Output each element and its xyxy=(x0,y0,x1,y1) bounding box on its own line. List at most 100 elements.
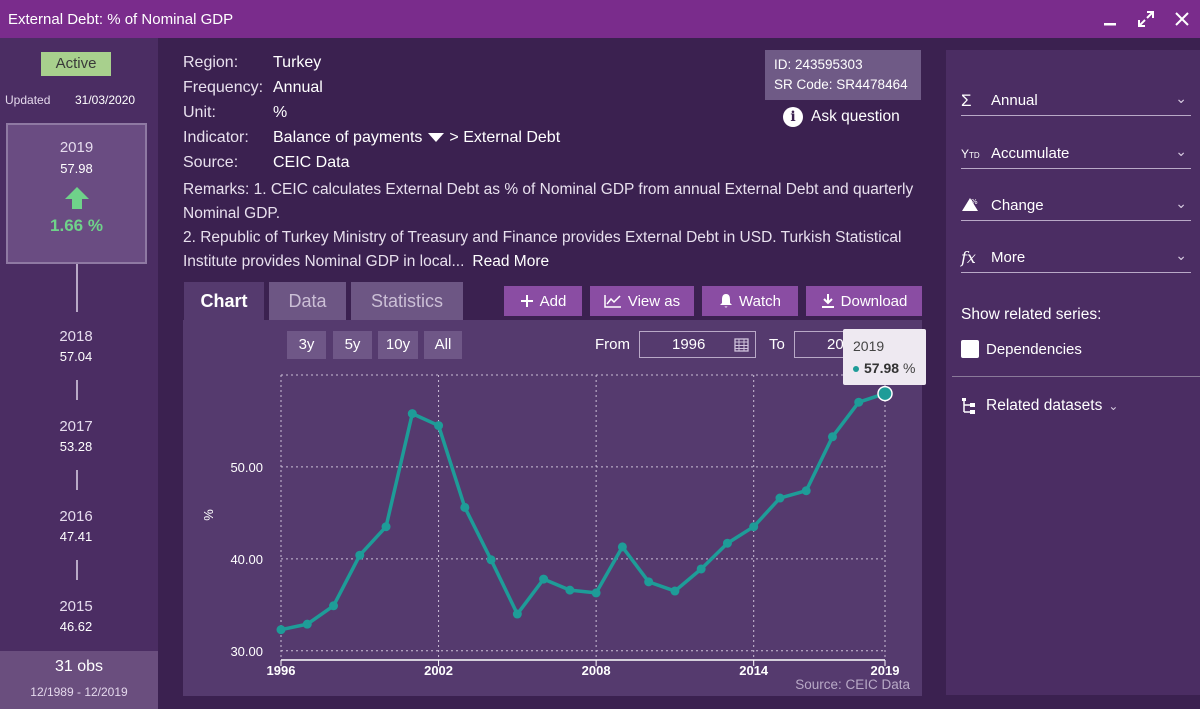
region-label: Region: xyxy=(183,54,239,71)
expand-icon xyxy=(1138,11,1154,27)
calendar-icon[interactable] xyxy=(734,337,749,352)
ask-question-button[interactable]: i Ask question xyxy=(783,107,900,127)
hierarchy-icon xyxy=(962,398,975,414)
data-point xyxy=(801,486,811,496)
history-item[interactable]: 2016 47.41 xyxy=(0,508,152,544)
range-all-button[interactable]: All xyxy=(424,331,462,359)
x-tick-label: 2002 xyxy=(424,663,453,678)
history-item[interactable]: 2017 53.28 xyxy=(0,418,152,454)
sr-code: SR Code: SR4478464 xyxy=(774,77,908,92)
expand-button[interactable] xyxy=(1128,0,1164,38)
history-year: 2017 xyxy=(59,418,93,435)
related-datasets-toggle[interactable]: Related datasets ⌄ xyxy=(961,397,1118,415)
chart-panel xyxy=(183,320,922,696)
accumulate-dropdown[interactable]: YTD Accumulate ⌄ xyxy=(961,139,1191,169)
updated-value: 31/03/2020 xyxy=(75,93,136,107)
indicator-parent-link[interactable]: Balance of payments xyxy=(273,129,423,146)
region-value: Turkey xyxy=(273,54,322,71)
data-point xyxy=(722,538,732,548)
tab-data[interactable]: Data xyxy=(269,282,346,320)
dependencies-label: Dependencies xyxy=(986,340,1082,358)
series-line xyxy=(280,391,886,632)
source-value: CEIC Data xyxy=(273,154,350,171)
info-icon: i xyxy=(783,107,803,127)
history-item[interactable]: 2018 57.04 xyxy=(0,328,152,364)
timeline-sidebar: Active Updated 31/03/2020 2019 57.98 1.6… xyxy=(0,38,158,709)
close-button[interactable] xyxy=(1164,0,1200,38)
x-tick-label: 2014 xyxy=(739,663,769,678)
data-point xyxy=(670,586,680,596)
frequency-label: Frequency: xyxy=(183,79,264,96)
more-dropdown[interactable]: fx More ⌄ xyxy=(961,243,1191,273)
range-5y-button[interactable]: 5y xyxy=(333,331,372,359)
minimize-button[interactable] xyxy=(1092,0,1128,38)
history-value: 57.04 xyxy=(59,349,93,364)
divider xyxy=(952,376,1200,377)
related-datasets-label: Related datasets xyxy=(986,397,1103,414)
add-button[interactable]: Add xyxy=(504,286,582,316)
unit-value: % xyxy=(273,104,288,121)
data-point xyxy=(696,564,706,574)
y-tick-label: 50.00 xyxy=(230,460,263,475)
change-dropdown-label: Change xyxy=(991,197,1044,214)
watch-button[interactable]: Watch xyxy=(702,286,798,316)
y-tick-label: 30.00 xyxy=(230,644,263,659)
line-chart[interactable]: 30.00 40.00 50.00 1996 2002 2008 2014 2019% Sour… xyxy=(183,320,922,696)
plus-icon xyxy=(520,295,533,307)
range-10y-button[interactable]: 10y xyxy=(378,331,418,359)
show-related-label: Show related series: xyxy=(961,306,1102,323)
change-dropdown[interactable]: % Change ⌄ xyxy=(961,191,1191,221)
observations-summary: 31 obs 12/1989 - 12/2019 xyxy=(0,651,158,709)
read-more-link[interactable]: Read More xyxy=(472,253,550,270)
data-point xyxy=(434,421,444,431)
add-label: Add xyxy=(539,292,567,310)
bell-icon xyxy=(720,294,733,308)
data-point xyxy=(749,522,759,532)
accumulate-dropdown-label: Accumulate xyxy=(991,145,1070,162)
from-date-input[interactable] xyxy=(639,331,756,358)
data-point xyxy=(381,522,391,532)
indicator-child: > External Debt xyxy=(449,129,561,146)
chart-source-note: Source: CEIC Data xyxy=(795,677,910,692)
data-point xyxy=(854,397,864,407)
tooltip-year: 2019 xyxy=(853,338,885,354)
series-dot-icon xyxy=(853,366,859,373)
chevron-down-icon: ⌄ xyxy=(1108,399,1119,413)
frequency-dropdown[interactable]: Σ Annual ⌄ xyxy=(961,86,1191,116)
source-label: Source: xyxy=(183,154,239,171)
current-period-card[interactable]: 2019 57.98 1.66 % xyxy=(6,123,147,264)
change-percent: 1.66 % xyxy=(50,216,103,235)
chevron-down-icon: ⌄ xyxy=(1175,247,1187,263)
timeline-connector xyxy=(76,264,78,312)
history-year: 2016 xyxy=(59,508,93,525)
remarks: Remarks: 1. CEIC calculates External Deb… xyxy=(183,178,928,274)
caret-down-icon[interactable] xyxy=(428,133,445,143)
range-3y-button[interactable]: 3y xyxy=(287,331,326,359)
view-as-button[interactable]: View as xyxy=(590,286,694,316)
checkbox-box[interactable] xyxy=(961,340,979,358)
data-point xyxy=(302,619,312,629)
sigma-icon: Σ xyxy=(961,90,972,110)
dependencies-checkbox[interactable]: Dependencies xyxy=(961,340,1082,358)
history-item[interactable]: 2015 46.62 xyxy=(0,598,152,634)
chevron-down-icon: ⌄ xyxy=(1175,143,1187,159)
data-point xyxy=(460,502,470,512)
series-id-box: ID: 243595303 SR Code: SR4478464 xyxy=(765,50,921,100)
series-id: ID: 243595303 xyxy=(774,57,863,72)
unit-label: Unit: xyxy=(183,104,216,121)
data-point xyxy=(407,409,417,419)
more-dropdown-label: More xyxy=(991,249,1026,266)
history-year: 2015 xyxy=(59,598,93,615)
timeline-connector xyxy=(76,560,78,580)
frequency-value: Annual xyxy=(273,79,323,96)
download-icon xyxy=(821,294,834,308)
tooltip-unit: % xyxy=(902,360,916,376)
chevron-down-icon: ⌄ xyxy=(1175,90,1187,106)
x-tick-label: 1996 xyxy=(267,663,296,678)
tab-statistics[interactable]: Statistics xyxy=(351,282,463,320)
window-title: External Debt: % of Nominal GDP xyxy=(8,10,234,28)
current-year: 2019 xyxy=(59,139,94,156)
tab-chart[interactable]: Chart xyxy=(184,282,264,320)
settings-panel: Σ Annual ⌄ YTD Accumulate ⌄ % Change ⌄ f… xyxy=(946,50,1200,695)
download-button[interactable]: Download xyxy=(806,286,922,316)
